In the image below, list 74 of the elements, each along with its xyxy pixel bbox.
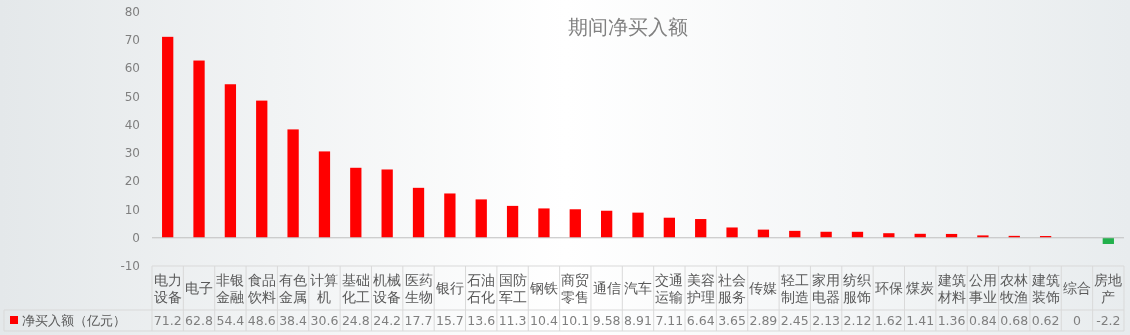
data-label: 1.41: [906, 313, 935, 328]
data-label: 2.13: [812, 313, 841, 328]
x-tick-label: 商贸零售: [561, 271, 590, 305]
x-tick-label: 交通运输: [655, 271, 684, 305]
data-label: 7.11: [655, 313, 684, 328]
data-label: 2.45: [780, 313, 809, 328]
x-tick-label: 美容护理: [685, 271, 715, 305]
data-label: 15.7: [435, 313, 464, 328]
y-tick-label: 50: [124, 89, 140, 104]
y-tick-label: 60: [124, 61, 140, 76]
x-tick-label: 电力设备: [153, 271, 182, 305]
data-label: 11.3: [498, 313, 527, 328]
data-label: 3.65: [718, 313, 746, 328]
x-tick-label: 公用事业: [968, 271, 997, 305]
data-label: 17.7: [404, 313, 433, 328]
data-label: 0.84: [968, 313, 997, 328]
data-label: 1.62: [874, 313, 903, 328]
y-tick-label: 30: [124, 146, 140, 161]
data-label: 62.8: [185, 313, 213, 328]
y-tick-label: 70: [124, 33, 140, 48]
x-tick-label: 石油石化: [467, 271, 496, 305]
data-label: 48.6: [247, 313, 276, 328]
y-tick-label: 80: [124, 5, 140, 19]
legend-label: 净买入额（亿元）: [22, 313, 126, 328]
data-label: 6.64: [686, 313, 715, 328]
x-tick-label: 通信: [592, 280, 621, 296]
x-tick-label: 传媒: [749, 280, 778, 296]
data-label: 38.4: [279, 313, 308, 328]
x-tick-label: 纺织服饰: [843, 271, 872, 305]
data-label: 30.6: [310, 313, 339, 328]
x-tick-label: 基础化工: [341, 271, 370, 305]
x-tick-label: 计算机: [310, 271, 339, 305]
x-tick-label: 钢铁: [528, 280, 558, 296]
x-tick-label: 非银金融: [216, 271, 245, 305]
x-tick-label: 食品饮料: [246, 271, 276, 305]
data-label: 8.91: [624, 313, 652, 328]
data-label: 71.2: [153, 313, 182, 328]
data-label: -2.2: [1096, 313, 1121, 328]
data-label: 10.1: [561, 313, 590, 328]
data-label: 13.6: [467, 313, 496, 328]
y-tick-label: -10: [120, 259, 140, 273]
x-tick-label: 农林牧渔: [1000, 271, 1029, 305]
x-tick-label: 国防军工: [498, 271, 527, 305]
data-label: 2.12: [843, 313, 872, 328]
data-label: 0.62: [1031, 313, 1060, 328]
x-tick-label: 家用电器: [812, 271, 841, 305]
y-tick-label: 40: [124, 117, 140, 132]
data-label: 54.4: [216, 313, 245, 328]
x-tick-label: 银行: [434, 280, 464, 296]
data-label: 0.68: [1000, 313, 1029, 328]
y-tick-label: 10: [124, 202, 140, 217]
chart-title: 期间净买入额: [568, 15, 688, 39]
data-label: 2.89: [749, 313, 778, 328]
data-label: 1.36: [937, 313, 966, 328]
x-tick-label: 房地产: [1094, 271, 1123, 305]
x-tick-label: 电子: [185, 280, 214, 296]
data-label: 24.2: [373, 313, 402, 328]
x-tick-label: 环保: [874, 280, 903, 296]
data-label: 24.8: [341, 313, 370, 328]
x-tick-label: 建筑材料: [936, 271, 966, 305]
data-label: 0: [1072, 313, 1081, 328]
x-tick-label: 社会服务: [718, 271, 747, 305]
x-tick-label: 有色金属: [279, 271, 308, 305]
data-label: 9.58: [592, 313, 621, 328]
x-tick-label: 机械设备: [373, 271, 402, 305]
x-tick-label: 汽车: [624, 280, 652, 296]
x-tick-label: 综合: [1062, 280, 1091, 296]
x-tick-label: 医药生物: [404, 271, 433, 305]
y-tick-label: 0: [132, 230, 140, 245]
x-tick-label: 轻工制造: [780, 271, 809, 305]
x-tick-label: 建筑装饰: [1030, 271, 1060, 305]
x-tick-label: 煤炭: [906, 280, 935, 296]
y-tick-label: 20: [124, 174, 140, 189]
data-label: 10.4: [530, 313, 558, 328]
